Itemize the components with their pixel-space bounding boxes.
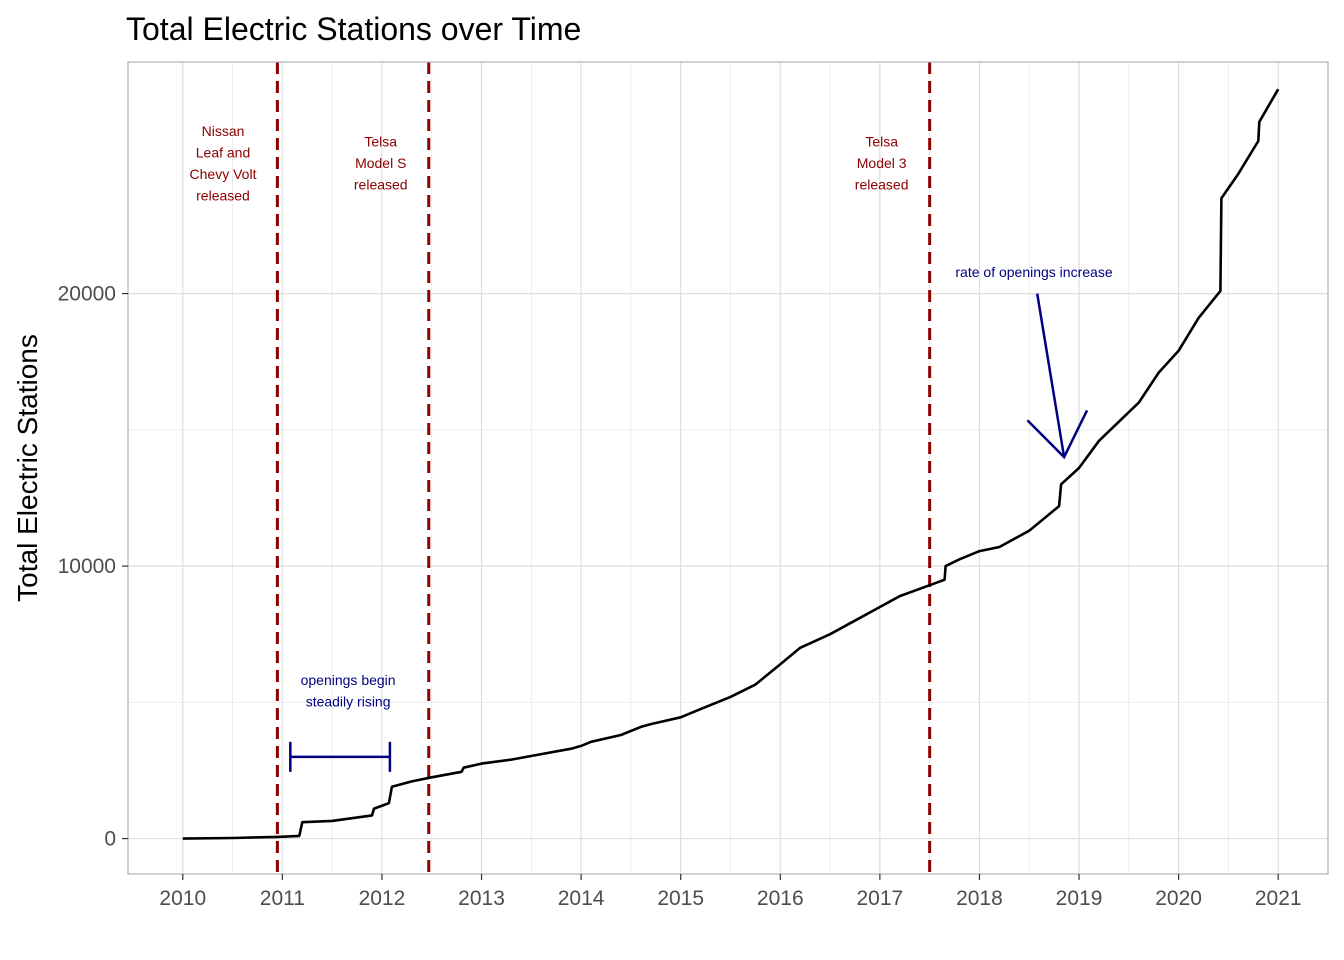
release-annotation-text: released	[855, 177, 909, 193]
chart-title: Total Electric Stations over Time	[126, 11, 581, 47]
y-tick-label: 10000	[58, 555, 116, 578]
y-axis-label: Total Electric Stations	[12, 334, 43, 602]
x-tick-label: 2018	[956, 887, 1003, 910]
plot-area: Nissan Leaf and Chevy Volt released Telsa Mod…	[182, 62, 1280, 874]
release-annotation-text: Model 3	[857, 155, 907, 171]
x-tick-label: 2019	[1056, 887, 1103, 910]
errorbar-annotation-text: openings begin	[301, 672, 396, 688]
x-tick-label: 2010	[159, 887, 206, 910]
x-tick-label: 2014	[558, 887, 605, 910]
release-annotation-text: Model S	[355, 155, 406, 171]
x-tick-label: 2021	[1255, 887, 1302, 910]
release-annotation-text: released	[196, 187, 250, 203]
arrow-shaft	[1035, 293, 1066, 458]
x-tick-label: 2012	[359, 887, 406, 910]
x-tick-label: 2017	[857, 887, 904, 910]
arrow-annotation-text: rate of openings increase	[955, 264, 1112, 280]
axes: 2010 2011 2012 2013 2014 2015 2016 2017 2018 2019…	[58, 283, 1302, 910]
release-annotation-text: Nissan	[202, 123, 245, 139]
release-annotation-text: Telsa	[865, 134, 898, 150]
x-tick-label: 2015	[657, 887, 704, 910]
release-annotation-text: Chevy Volt	[190, 166, 257, 182]
series-line	[182, 88, 1280, 840]
release-annotation-text: Telsa	[364, 134, 397, 150]
y-tick-label: 0	[104, 828, 116, 851]
x-tick-label: 2020	[1155, 887, 1202, 910]
arrow-head	[1026, 409, 1089, 460]
errorbar-annotation-text: steadily rising	[306, 694, 391, 710]
panel-border	[127, 61, 1329, 875]
x-tick-label: 2013	[458, 887, 505, 910]
x-tick-label: 2011	[260, 887, 305, 910]
y-tick-label: 20000	[58, 283, 116, 306]
grid	[128, 62, 1328, 874]
release-annotation-text: released	[354, 177, 408, 193]
release-annotation-text: Leaf and	[196, 144, 251, 160]
x-tick-label: 2016	[757, 887, 804, 910]
